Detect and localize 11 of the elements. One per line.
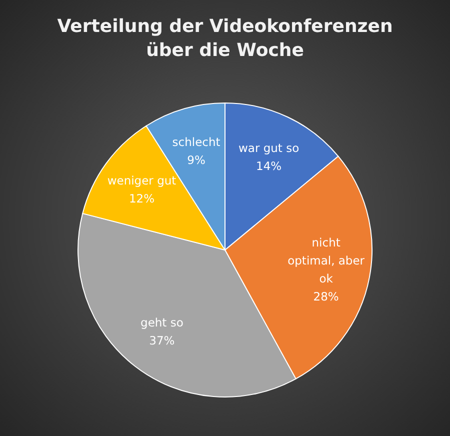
data-label: 14% bbox=[256, 158, 282, 173]
slice-label: war gut so bbox=[238, 140, 300, 155]
data-label: 9% bbox=[187, 153, 206, 168]
slice-label: weniger gut bbox=[107, 174, 177, 188]
data-label: 12% bbox=[128, 192, 155, 206]
chart-title: Verteilung der Videokonferenzen über die Woche bbox=[57, 16, 393, 61]
slice-label: geht so bbox=[140, 315, 184, 330]
data-label: 28% bbox=[313, 289, 339, 304]
data-label: 37% bbox=[149, 333, 175, 348]
slice-label: nicht optimal, aber ok bbox=[288, 235, 365, 286]
slice-label: schlecht bbox=[172, 135, 221, 150]
